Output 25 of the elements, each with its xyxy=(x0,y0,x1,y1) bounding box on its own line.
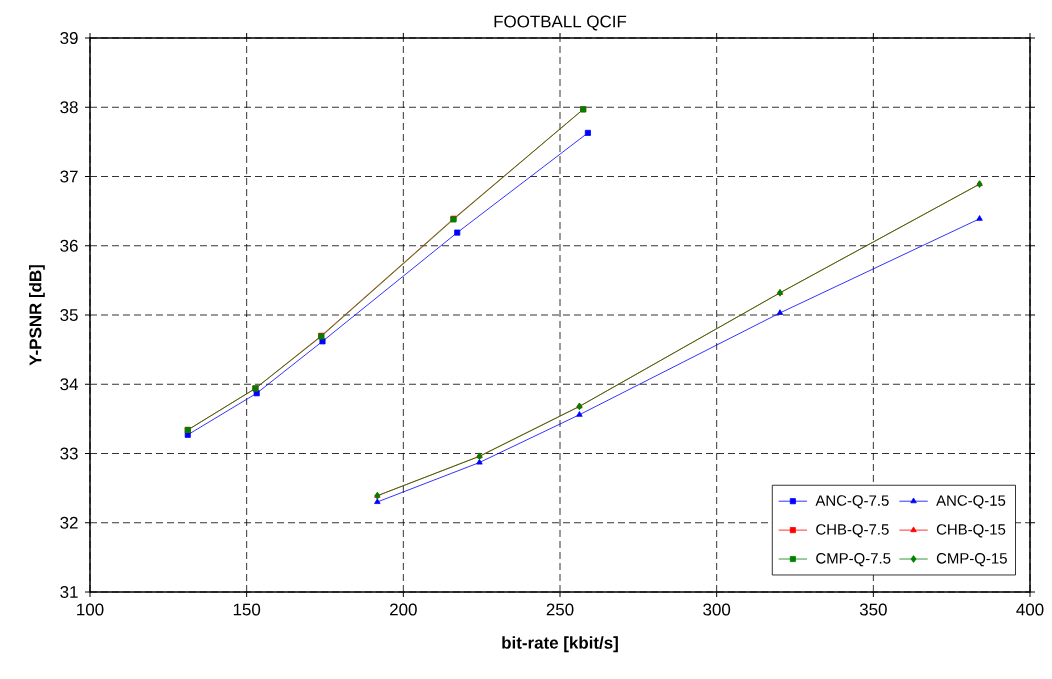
x-tick-label: 200 xyxy=(390,603,417,616)
x-tick-label: 400 xyxy=(1016,603,1044,616)
legend-label: CMP-Q-7.5 xyxy=(816,553,891,567)
y-tick-label: 33 xyxy=(60,447,78,460)
legend-label: ANC-Q-15 xyxy=(936,495,1006,509)
y-axis-title: Y-PSNR [dB] xyxy=(29,265,45,366)
x-tick-label: 150 xyxy=(233,603,261,616)
y-tick-label: 38 xyxy=(60,101,78,114)
y-tick-label: 35 xyxy=(60,309,78,321)
x-tick-label: 300 xyxy=(703,603,731,616)
y-tick-label: 32 xyxy=(60,516,78,529)
y-tick-label: 37 xyxy=(60,170,78,183)
x-axis-title: bit-rate [kbit/s] xyxy=(502,636,618,653)
y-tick-label: 31 xyxy=(60,586,78,598)
y-tick-label: 39 xyxy=(60,32,78,44)
x-tick-label: 250 xyxy=(546,603,574,616)
y-tick-label: 34 xyxy=(60,378,78,391)
chart-title: FOOTBALL QCIF xyxy=(494,15,627,31)
legend-label: CHB-Q-7.5 xyxy=(816,524,889,538)
legend-label: CHB-Q-15 xyxy=(936,524,1006,538)
x-tick-label: 100 xyxy=(77,603,104,616)
legend-label: CMP-Q-15 xyxy=(936,553,1007,567)
legend-label: ANC-Q-7.5 xyxy=(815,495,889,509)
x-tick-label: 350 xyxy=(859,603,887,616)
y-tick-label: 36 xyxy=(60,239,78,252)
